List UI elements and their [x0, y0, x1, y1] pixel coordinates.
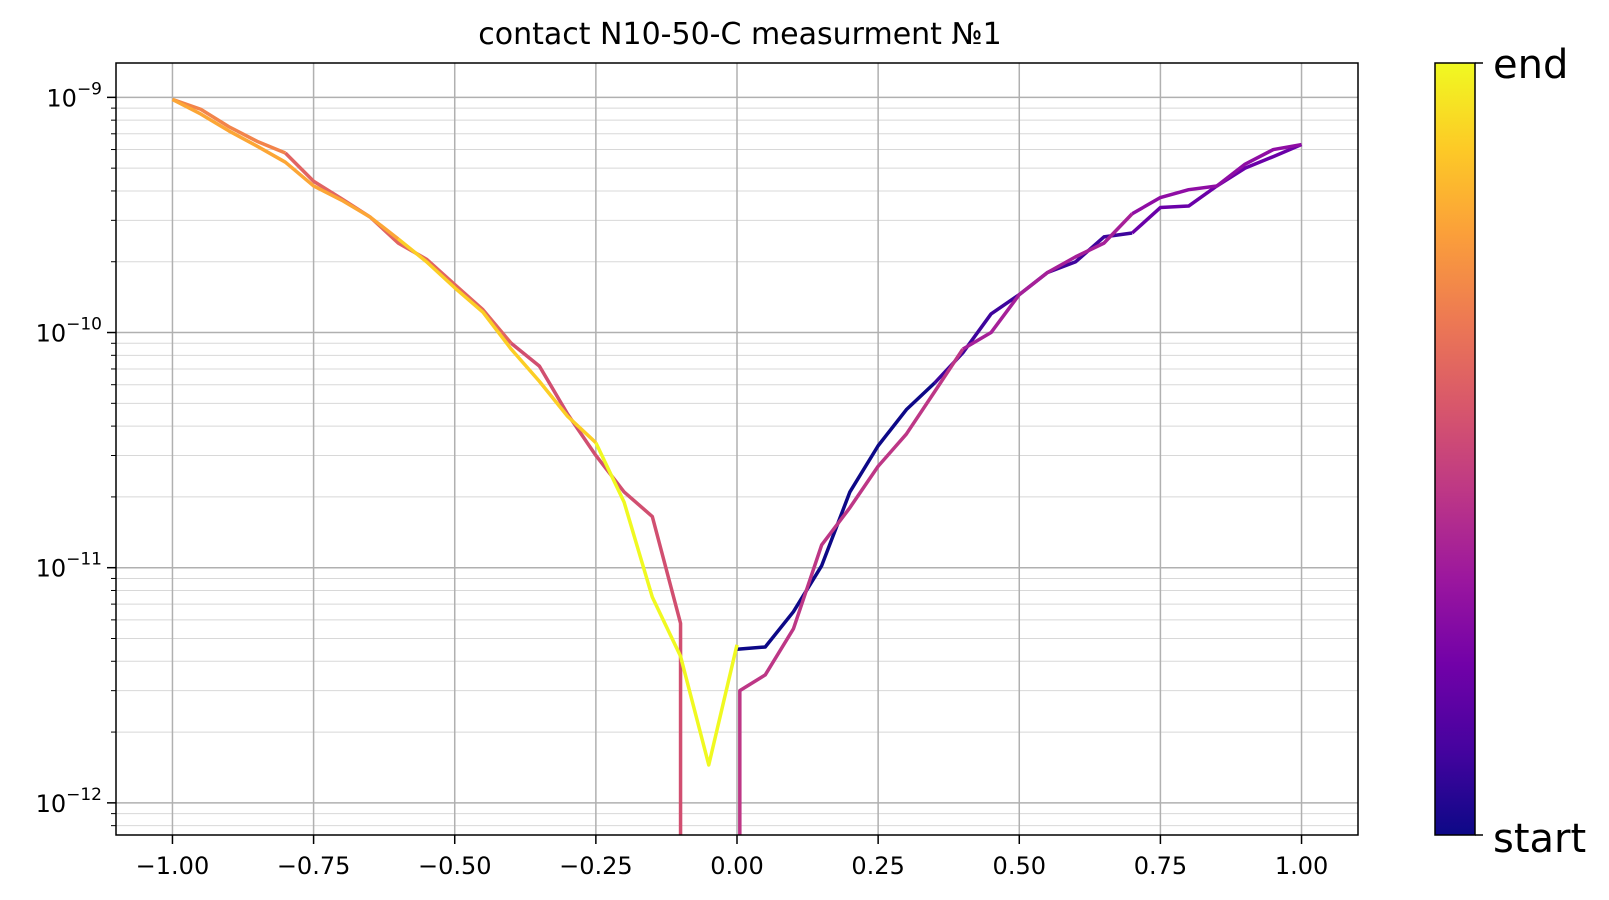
major-grid: [116, 63, 1358, 835]
series-line: [171, 97, 287, 155]
x-tick-label: −1.00: [136, 852, 210, 880]
series-line: [1131, 142, 1302, 216]
plot-area: [115, 62, 1359, 836]
series-line: [397, 237, 598, 444]
x-axis: −1.00 −0.75 −0.50 −0.25 0.00 0.25 0.50 0.75 1.00: [136, 835, 1328, 880]
y-tick-label: 10−12: [36, 785, 102, 818]
colorbar-start-label: start: [1493, 816, 1586, 862]
chart-title: contact N10-50-C measurment №1: [478, 17, 1002, 52]
x-tick-label: 0.75: [1134, 852, 1187, 880]
colorbar-bar: [1434, 62, 1476, 836]
y-tick-label: 10−10: [36, 315, 102, 348]
x-tick-label: −0.25: [559, 852, 633, 880]
series-line: [961, 212, 1134, 351]
y-tick-label: 10−9: [46, 79, 102, 112]
series-line: [594, 441, 739, 767]
colorbar: end start: [1434, 42, 1586, 862]
y-axis: 10−12 10−11 10−10 10−9: [36, 79, 116, 827]
series-line: [738, 348, 965, 835]
x-tick-label: 0.25: [851, 852, 904, 880]
series-line: [284, 151, 513, 345]
x-tick-label: −0.75: [277, 852, 351, 880]
series-layer: [171, 97, 1303, 835]
x-tick-label: 1.00: [1275, 852, 1328, 880]
series-line: [171, 97, 400, 241]
colorbar-end-label: end: [1493, 42, 1568, 88]
x-tick-label: −0.50: [418, 852, 492, 880]
x-tick-label: 0.50: [993, 852, 1046, 880]
x-tick-label: 0.00: [710, 852, 763, 880]
y-tick-label: 10−11: [36, 550, 102, 583]
